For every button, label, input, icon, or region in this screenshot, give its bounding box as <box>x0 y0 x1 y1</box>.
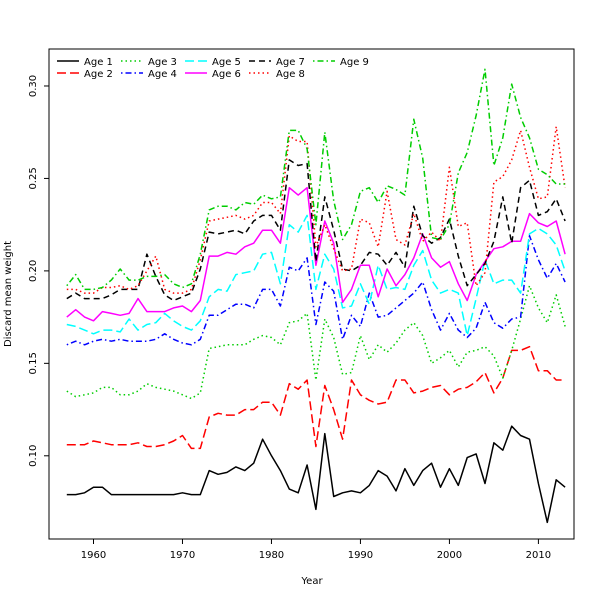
series-line-age-5 <box>66 214 566 337</box>
x-tick-label: 2010 <box>526 550 551 561</box>
y-tick-label: 0.20 <box>28 260 39 282</box>
plot-frame <box>48 48 575 540</box>
legend-label-age-1: Age 1 <box>84 57 113 68</box>
x-tick-label: 1960 <box>81 550 106 561</box>
legend-label-age-3: Age 3 <box>148 57 177 68</box>
x-tick-label: 2000 <box>437 550 462 561</box>
y-axis: 0.10 0.15 0.20 0.25 0.30 <box>28 75 49 467</box>
legend-label-age-5: Age 5 <box>212 57 241 68</box>
y-tick-label: 0.30 <box>28 75 39 97</box>
x-tick-label: 1980 <box>259 550 284 561</box>
series-layer <box>66 68 566 524</box>
series-line-age-4 <box>66 235 566 346</box>
legend-label-age-6: Age 6 <box>212 69 241 80</box>
legend-label-age-7: Age 7 <box>276 57 305 68</box>
x-axis-title: Year <box>300 576 323 587</box>
y-axis-title: Discard mean weight <box>3 241 14 347</box>
legend-label-age-8: Age 8 <box>276 69 305 80</box>
y-tick-label: 0.15 <box>28 352 39 374</box>
legend-label-age-2: Age 2 <box>84 69 113 80</box>
y-tick-label: 0.25 <box>28 167 39 189</box>
legend: Age 1 Age 3 Age 5 Age 7 Age 9 Age 2 Age 4 Age 6… <box>57 57 369 80</box>
y-tick-label: 0.10 <box>28 445 39 467</box>
legend-label-age-9: Age 9 <box>340 57 369 68</box>
series-line-age-3 <box>66 284 566 400</box>
series-line-age-2 <box>66 345 566 450</box>
x-axis: 1960 1970 1980 1990 2000 2010 <box>81 539 551 561</box>
series-line-age-9 <box>66 68 566 291</box>
series-line-age-6 <box>66 186 566 322</box>
series-line-age-7 <box>66 159 566 302</box>
x-tick-label: 1970 <box>170 550 195 561</box>
series-line-age-1 <box>66 425 566 524</box>
legend-label-age-4: Age 4 <box>148 69 177 80</box>
x-tick-label: 1990 <box>348 550 373 561</box>
series-line-age-8 <box>66 125 566 294</box>
